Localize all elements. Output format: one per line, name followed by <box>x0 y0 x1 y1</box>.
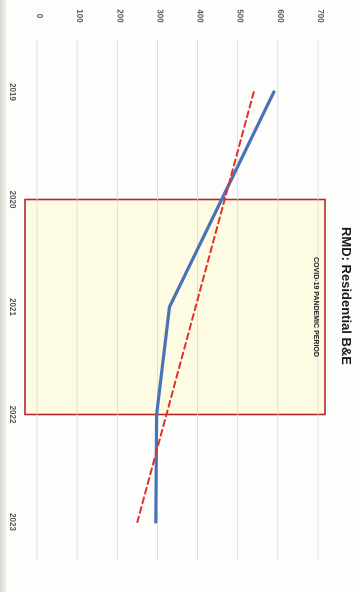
year-tick-2020: 2020 <box>8 191 17 209</box>
value-tick-400: 400 <box>196 9 205 23</box>
value-tick-200: 200 <box>115 9 124 23</box>
value-tick-600: 600 <box>276 9 285 23</box>
year-tick-2023: 2023 <box>8 513 17 531</box>
pandemic-period-box <box>24 198 326 416</box>
value-tick-300: 300 <box>155 9 164 23</box>
value-tick-700: 700 <box>316 9 325 23</box>
value-tick-0: 0 <box>35 14 44 19</box>
chart-labels: 0 100 200 300 400 500 600 700 2019 2020 2021 2022 20… <box>8 9 354 531</box>
plot-area <box>24 40 326 560</box>
year-tick-2021: 2021 <box>8 298 17 316</box>
year-tick-2022: 2022 <box>8 406 17 424</box>
chart-title: RMD: Residential B&E <box>339 227 354 365</box>
page-edge <box>0 0 6 592</box>
value-tick-100: 100 <box>75 9 84 23</box>
value-tick-500: 500 <box>236 9 245 23</box>
year-tick-2019: 2019 <box>8 83 17 101</box>
trend-line <box>136 91 255 523</box>
pandemic-period-label: COVID-19 PANDEMIC PERIOD <box>312 257 319 357</box>
